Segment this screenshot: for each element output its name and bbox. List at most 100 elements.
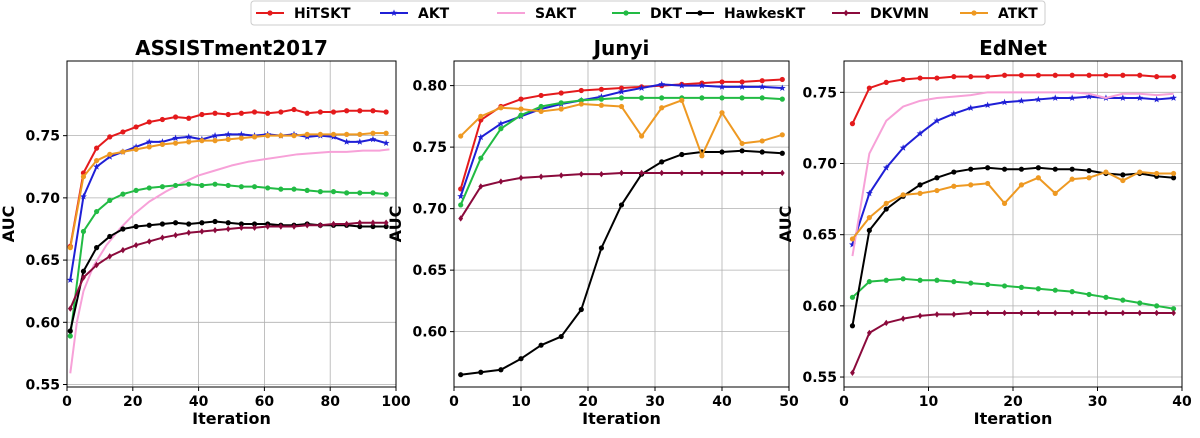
data-point-hitskt: [951, 74, 957, 80]
data-point-dkvmn: [850, 369, 855, 376]
data-point-dkt: [107, 197, 113, 203]
data-point-dkvmn: [304, 222, 310, 229]
legend-label-hawkeskt: HawkesKT: [724, 6, 806, 22]
series-dkt: [458, 95, 785, 208]
data-point-hitskt: [94, 145, 100, 151]
y-tick-label: 0.65: [802, 228, 837, 244]
data-point-dkt: [67, 333, 73, 339]
data-point-atkt: [317, 131, 323, 138]
data-point-dkt: [598, 96, 605, 102]
data-point-atkt: [1052, 190, 1058, 196]
data-point-atkt: [330, 131, 337, 138]
data-point-atkt: [1120, 177, 1126, 184]
legend-item-dkvmn: DKVMN: [832, 6, 929, 22]
data-point-hawkeskt: [199, 220, 205, 226]
data-point-hawkeskt: [225, 220, 231, 226]
data-point-dkvmn: [146, 238, 152, 245]
data-point-akt: [1119, 94, 1127, 101]
data-point-dkvmn: [883, 319, 889, 327]
data-point-hitskt: [344, 108, 350, 114]
data-point-akt: [382, 139, 390, 147]
series-line-hitskt: [851, 74, 1174, 125]
data-point-akt: [678, 82, 686, 89]
data-point-hawkeskt: [172, 220, 179, 226]
data-point-akt: [1085, 92, 1093, 100]
data-point-akt: [80, 193, 87, 200]
data-point-atkt: [639, 133, 645, 139]
data-point-dkt: [558, 100, 564, 106]
data-point-hitskt: [538, 92, 544, 99]
series-dkt: [849, 276, 1177, 312]
data-point-dkvmn: [498, 178, 504, 185]
data-point-dkvmn: [739, 169, 745, 177]
data-point-dkvmn: [1035, 309, 1041, 317]
data-point-hitskt: [251, 109, 258, 115]
series-line-hawkeskt: [69, 220, 387, 332]
data-point-dkvmn: [252, 224, 257, 231]
data-point-dkt: [291, 186, 297, 192]
data-point-hitskt: [225, 111, 231, 118]
data-point-hitskt: [133, 124, 139, 130]
data-point-atkt: [172, 140, 179, 146]
data-point-hawkeskt: [1086, 168, 1092, 174]
data-point-dkvmn: [331, 220, 336, 228]
data-point-hitskt: [779, 76, 785, 83]
data-point-akt: [172, 134, 179, 142]
data-point-hawkeskt: [1018, 166, 1025, 172]
legend-marker-akt: [390, 9, 398, 16]
data-point-akt: [369, 135, 377, 143]
data-point-dkt: [1137, 300, 1143, 306]
data-point-hitskt: [107, 134, 113, 140]
data-point-hitskt: [968, 74, 974, 80]
data-point-akt: [882, 164, 890, 171]
data-point-dkvmn: [985, 309, 991, 317]
data-point-dkvmn: [478, 183, 484, 190]
data-point-dkvmn: [173, 231, 178, 239]
data-point-hawkeskt: [498, 367, 504, 373]
x-axis-label: Iteration: [192, 409, 271, 428]
chart-title: EdNet: [979, 36, 1047, 60]
series-dkt: [67, 181, 389, 339]
x-tick-label: 20: [123, 394, 143, 410]
data-point-hawkeskt: [934, 175, 940, 181]
data-point-atkt: [291, 133, 297, 139]
data-point-hitskt: [383, 109, 389, 115]
data-point-hitskt: [985, 74, 991, 80]
data-point-akt: [343, 138, 351, 145]
data-point-dkt: [1069, 289, 1075, 295]
data-point-dkt: [146, 185, 152, 191]
data-point-dkvmn: [199, 228, 205, 235]
data-point-hawkeskt: [719, 149, 725, 155]
data-point-akt: [145, 138, 153, 145]
data-point-hitskt: [330, 109, 337, 115]
legend: HiTSKT AKT SAKT DKT HawkesKT DKVMN ATKT: [250, 0, 1046, 26]
data-point-dkvmn: [370, 219, 376, 226]
y-tick-label: 0.60: [25, 315, 60, 331]
data-point-hawkeskt: [458, 372, 464, 378]
data-point-hawkeskt: [357, 223, 363, 230]
data-point-akt: [849, 241, 856, 248]
data-point-dkt: [251, 184, 258, 190]
series-group: [849, 72, 1177, 376]
data-point-dkvmn: [383, 219, 389, 226]
series-atkt: [458, 97, 785, 159]
series-group: [67, 106, 390, 374]
chart-title: Junyi: [592, 36, 650, 60]
data-point-hawkeskt: [383, 223, 389, 230]
data-point-atkt: [159, 141, 166, 147]
data-point-atkt: [107, 151, 113, 157]
legend-marker-hitskt: [267, 10, 273, 16]
data-point-akt: [1153, 95, 1161, 103]
y-axis-label: AUC: [0, 206, 18, 243]
data-point-dkt: [225, 182, 231, 189]
data-point-hitskt: [1103, 72, 1109, 78]
data-point-dkt: [866, 279, 872, 285]
data-point-akt: [1051, 94, 1059, 101]
data-point-akt: [658, 80, 666, 88]
x-tick-label: 0: [62, 394, 72, 410]
data-point-atkt: [1001, 200, 1008, 206]
data-point-hitskt: [357, 108, 363, 114]
data-point-dkt: [883, 277, 889, 283]
data-point-hitskt: [1052, 72, 1058, 78]
data-point-hitskt: [212, 110, 218, 116]
